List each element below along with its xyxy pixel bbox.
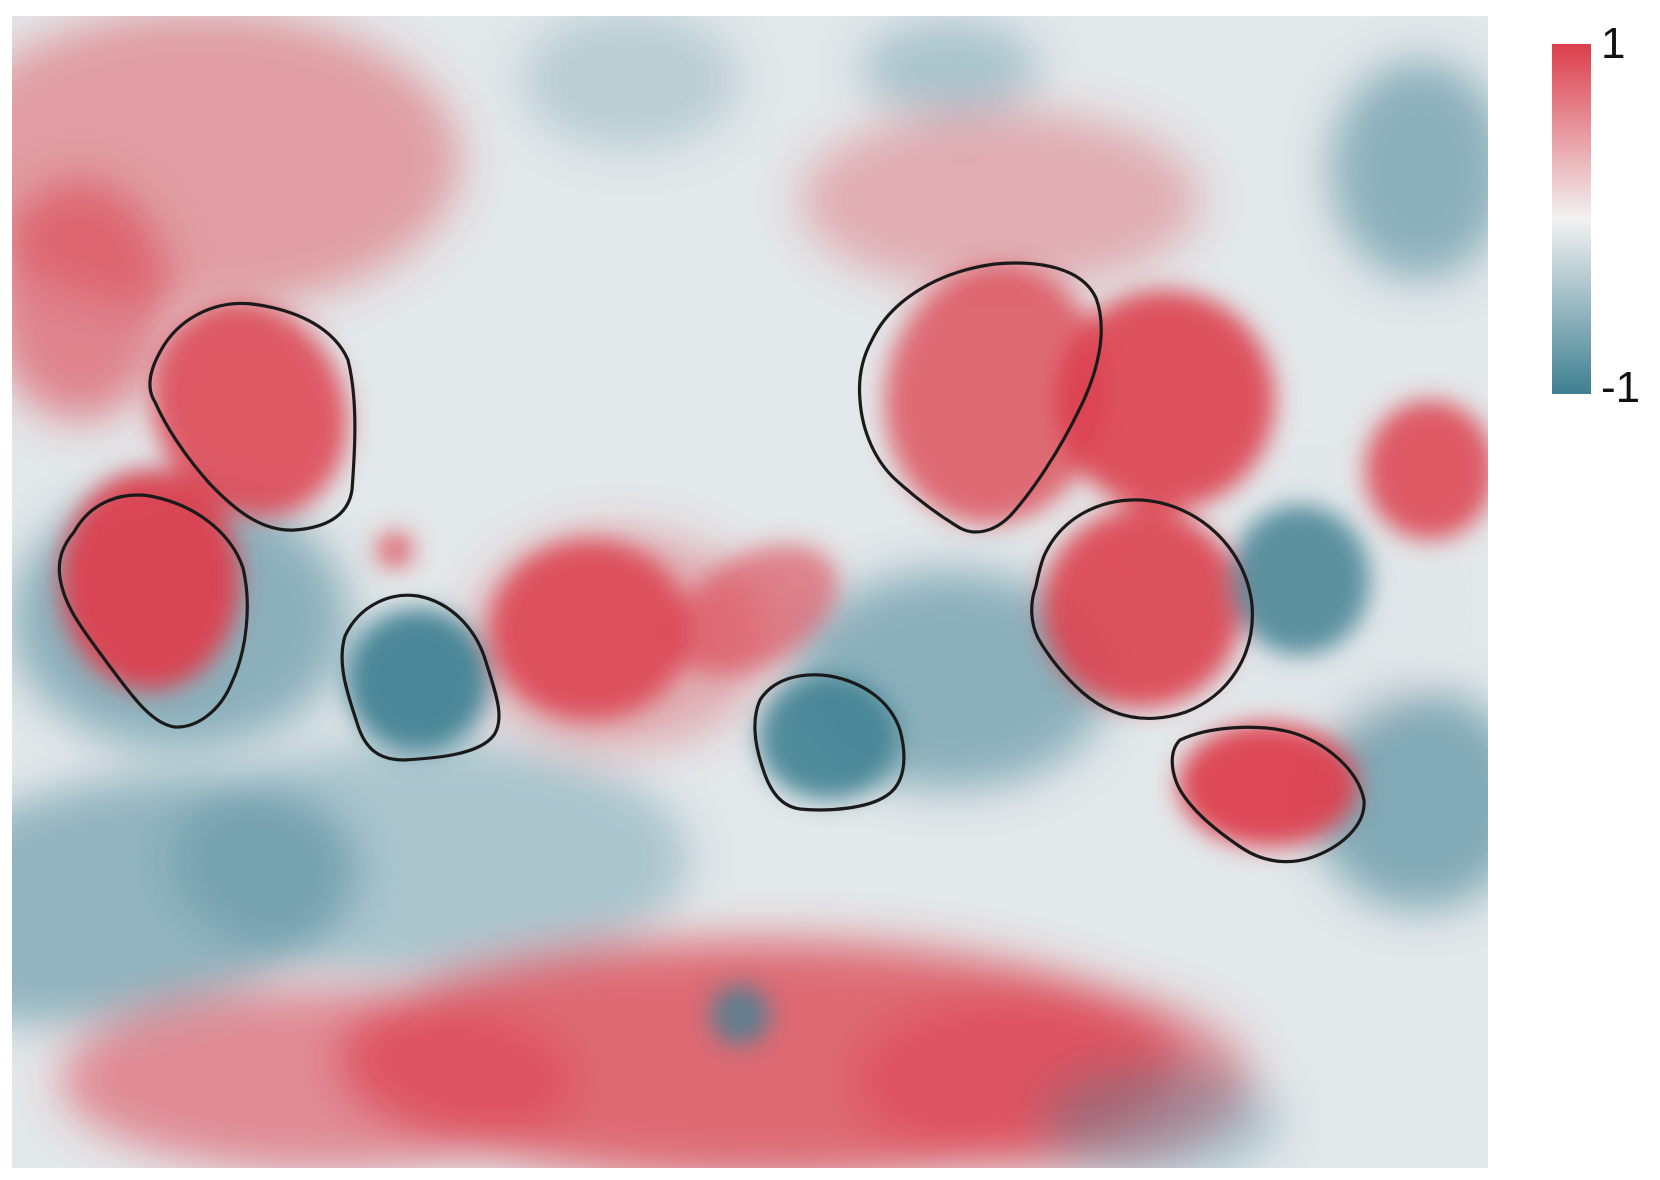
roi-5-outline (857, 261, 1103, 534)
field-blob (1178, 723, 1358, 847)
colorbar (1552, 44, 1591, 394)
colorbar-max-label: 1 (1601, 19, 1626, 68)
field-blob (672, 544, 838, 676)
field-blob (346, 608, 490, 752)
field-blob (1042, 508, 1242, 708)
field-blob (1055, 290, 1275, 510)
roi-outlines (57, 261, 1366, 864)
field-blob (170, 740, 690, 980)
roi-2-outline (57, 493, 249, 729)
field-blob (1365, 400, 1488, 540)
field-blob (377, 532, 413, 568)
field-blob (1040, 1060, 1280, 1168)
field-blob (1330, 60, 1488, 280)
field-blob (860, 20, 1040, 120)
roi-4-outline (753, 673, 906, 812)
roi-6-outline (1030, 498, 1254, 720)
field-blob (1230, 505, 1370, 655)
field-blob (520, 16, 740, 150)
field-blob (710, 985, 770, 1045)
field-blob (490, 540, 690, 720)
roi-1-outline (148, 301, 357, 532)
field-blob (152, 302, 348, 518)
map-field (12, 16, 1488, 1168)
field-blob (800, 110, 1200, 290)
field-blob (12, 180, 170, 420)
field-blob (1310, 690, 1488, 910)
roi-3-outline (340, 593, 501, 762)
field-blob (60, 470, 240, 690)
colorbar-min-label: -1 (1601, 363, 1641, 412)
roi-7-outline (1170, 725, 1366, 864)
field-blob (758, 676, 898, 800)
field-blob (60, 990, 580, 1168)
